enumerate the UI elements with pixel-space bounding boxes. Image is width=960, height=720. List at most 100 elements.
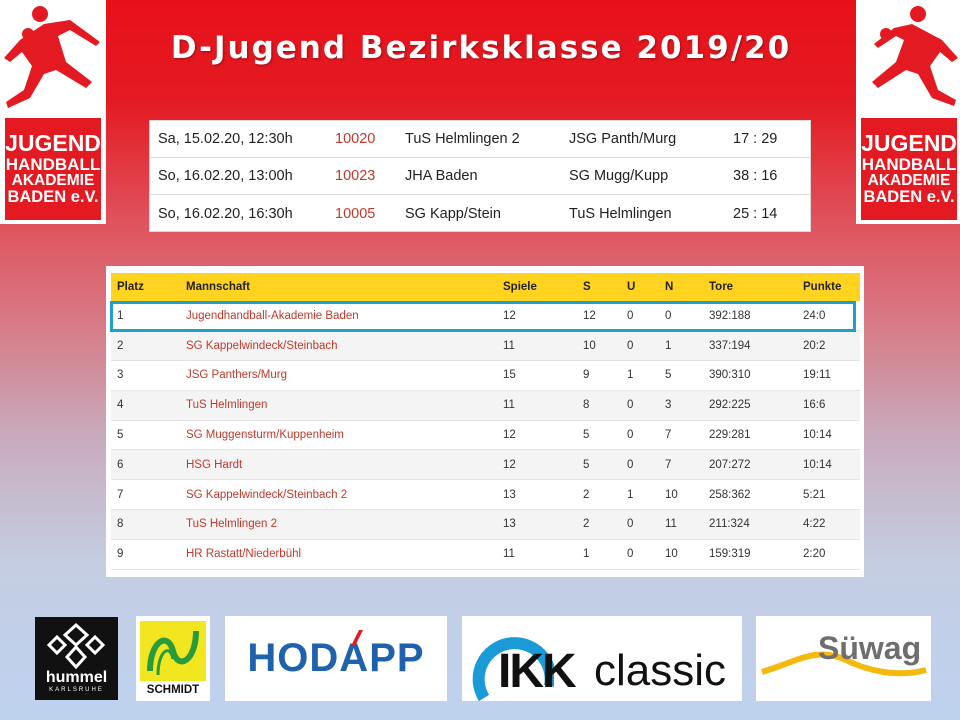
cell-tore: 159:319 bbox=[703, 539, 797, 570]
team-link[interactable]: HSG Hardt bbox=[180, 449, 497, 481]
badge-line-3: AKADEMIE bbox=[11, 172, 95, 190]
cell-unentschieden: 0 bbox=[621, 330, 659, 362]
logo-left: JUGEND HANDBALL AKADEMIE BADEN e.V. bbox=[0, 0, 106, 224]
col-tore[interactable]: Tore bbox=[703, 273, 797, 301]
col-siege[interactable]: S bbox=[577, 273, 621, 301]
col-niederlagen[interactable]: N bbox=[659, 273, 703, 301]
team-link[interactable]: JSG Panthers/Murg bbox=[180, 360, 497, 391]
cell-niederlagen: 10 bbox=[659, 479, 703, 511]
team-link[interactable]: SG Kappelwindeck/Steinbach bbox=[180, 330, 497, 362]
academy-badge: JUGEND HANDBALL AKADEMIE BADEN e.V. bbox=[3, 116, 103, 222]
cell-niederlagen: 11 bbox=[659, 509, 703, 540]
hummel-subtext: KARLSRUHE bbox=[49, 687, 104, 693]
cell-punkte: 10:14 bbox=[797, 420, 860, 451]
standings-row: 9 HR Rastatt/Niederbühl 11 1 0 10 159:319 2:20 bbox=[111, 539, 860, 570]
cell-unentschieden: 0 bbox=[621, 449, 659, 481]
cell-tore: 229:281 bbox=[703, 420, 797, 451]
ikk-classic-text: classic bbox=[594, 646, 727, 695]
standings-header-row: Platz Mannschaft Spiele S U N Tore Punkt… bbox=[111, 273, 860, 301]
cell-unentschieden: 1 bbox=[621, 479, 659, 511]
cell-spiele: 12 bbox=[497, 449, 577, 481]
away-team: JSG Panth/Murg bbox=[569, 131, 677, 147]
team-link[interactable]: SG Kappelwindeck/Steinbach 2 bbox=[180, 479, 497, 511]
cell-platz: 2 bbox=[111, 330, 180, 362]
team-link[interactable]: Jugendhandball-Akademie Baden bbox=[180, 301, 497, 332]
results-table: Sa, 15.02.20, 12:30h 10020 TuS Helmlinge… bbox=[149, 120, 811, 232]
cell-unentschieden: 0 bbox=[621, 301, 659, 332]
cell-spiele: 13 bbox=[497, 479, 577, 511]
standings-row: 6 HSG Hardt 12 5 0 7 207:272 10:14 bbox=[111, 449, 860, 481]
sponsor-hummel[interactable]: hummel KARLSRUHE bbox=[35, 617, 118, 700]
cell-platz: 4 bbox=[111, 390, 180, 421]
badge-line-2: HANDBALL bbox=[861, 154, 957, 174]
cell-platz: 3 bbox=[111, 360, 180, 391]
cell-niederlagen: 5 bbox=[659, 360, 703, 391]
cell-spiele: 11 bbox=[497, 330, 577, 362]
cell-unentschieden: 1 bbox=[621, 360, 659, 391]
team-link[interactable]: TuS Helmlingen 2 bbox=[180, 509, 497, 540]
home-team: SG Kapp/Stein bbox=[405, 205, 501, 222]
match-number-link[interactable]: 10020 bbox=[335, 131, 376, 147]
match-date: So, 16.02.20, 13:00h bbox=[158, 168, 293, 184]
standings-table: Platz Mannschaft Spiele S U N Tore Punkt… bbox=[111, 273, 860, 570]
result-row: So, 16.02.20, 13:00h 10023 JHA Baden SG … bbox=[150, 158, 810, 195]
schmidt-text: SCHMIDT bbox=[146, 684, 200, 696]
sponsor-ikk[interactable]: IKK classic bbox=[462, 616, 742, 701]
hummel-bee-icon bbox=[46, 622, 106, 670]
suewag-text: Süwag bbox=[818, 630, 922, 666]
cell-siege: 2 bbox=[577, 509, 621, 540]
match-number-link[interactable]: 10023 bbox=[335, 168, 376, 184]
cell-spiele: 12 bbox=[497, 301, 577, 332]
badge-line-4: BADEN e.V. bbox=[7, 187, 99, 206]
team-link[interactable]: TuS Helmlingen bbox=[180, 390, 497, 421]
col-punkte[interactable]: Punkte bbox=[797, 273, 860, 301]
handball-player-icon bbox=[872, 6, 958, 106]
away-team: TuS Helmlingen bbox=[569, 205, 672, 222]
cell-platz: 6 bbox=[111, 449, 180, 481]
match-date: So, 16.02.20, 16:30h bbox=[158, 205, 293, 222]
sponsor-hodapp[interactable]: HODAPP bbox=[225, 616, 447, 701]
cell-niederlagen: 3 bbox=[659, 390, 703, 421]
col-unentschieden[interactable]: U bbox=[621, 273, 659, 301]
cell-siege: 9 bbox=[577, 360, 621, 391]
cell-siege: 5 bbox=[577, 420, 621, 451]
cell-niederlagen: 0 bbox=[659, 301, 703, 332]
team-link[interactable]: SG Muggensturm/Kuppenheim bbox=[180, 420, 497, 451]
cell-spiele: 12 bbox=[497, 420, 577, 451]
result-row: So, 16.02.20, 16:30h 10005 SG Kapp/Stein… bbox=[150, 195, 810, 232]
standings-row: 2 SG Kappelwindeck/Steinbach 11 10 0 1 337:194… bbox=[111, 330, 860, 362]
cell-tore: 292:225 bbox=[703, 390, 797, 421]
match-number-link[interactable]: 10005 bbox=[335, 205, 376, 222]
col-spiele[interactable]: Spiele bbox=[497, 273, 577, 301]
sponsor-suewag[interactable]: Süwag bbox=[756, 616, 931, 701]
cell-niederlagen: 10 bbox=[659, 539, 703, 570]
result-row: Sa, 15.02.20, 12:30h 10020 TuS Helmlinge… bbox=[150, 121, 810, 158]
standings-row: 8 TuS Helmlingen 2 13 2 0 11 211:324 4:22 bbox=[111, 509, 860, 540]
cell-tore: 258:362 bbox=[703, 479, 797, 511]
col-mannschaft[interactable]: Mannschaft bbox=[180, 273, 497, 301]
sponsor-schmidt[interactable]: SCHMIDT bbox=[136, 616, 210, 701]
cell-siege: 12 bbox=[577, 301, 621, 332]
badge-line-1: JUGEND bbox=[5, 130, 101, 157]
cell-niederlagen: 1 bbox=[659, 330, 703, 362]
cell-punkte: 10:14 bbox=[797, 449, 860, 481]
hodapp-accent-icon bbox=[351, 630, 363, 646]
match-score: 17 : 29 bbox=[733, 131, 778, 147]
standings-row: 1 Jugendhandball-Akademie Baden 12 12 0 0 392:… bbox=[111, 301, 860, 332]
badge-line-3: AKADEMIE bbox=[867, 172, 951, 190]
badge-line-2: HANDBALL bbox=[5, 154, 101, 174]
team-link[interactable]: HR Rastatt/Niederbühl bbox=[180, 539, 497, 570]
cell-platz: 9 bbox=[111, 539, 180, 570]
cell-spiele: 11 bbox=[497, 390, 577, 421]
handball-player-icon bbox=[4, 6, 100, 108]
badge-line-4: BADEN e.V. bbox=[863, 187, 955, 206]
home-team: JHA Baden bbox=[405, 168, 478, 184]
cell-siege: 8 bbox=[577, 390, 621, 421]
away-team: SG Mugg/Kupp bbox=[569, 168, 669, 184]
cell-punkte: 2:20 bbox=[797, 539, 860, 570]
cell-unentschieden: 0 bbox=[621, 420, 659, 451]
cell-tore: 211:324 bbox=[703, 509, 797, 540]
cell-tore: 392:188 bbox=[703, 301, 797, 332]
col-platz[interactable]: Platz bbox=[111, 273, 180, 301]
cell-spiele: 13 bbox=[497, 509, 577, 540]
